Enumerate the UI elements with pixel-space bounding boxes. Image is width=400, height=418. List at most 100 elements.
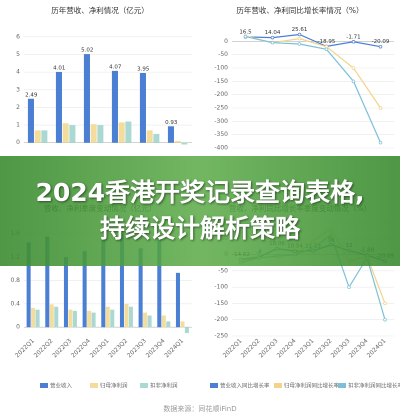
y-tick-label: 0	[224, 38, 228, 45]
point	[324, 47, 329, 52]
legend-swatch	[90, 383, 98, 388]
bar	[125, 121, 132, 143]
bar	[139, 73, 146, 143]
bar	[143, 312, 148, 328]
y-tick-label: -300	[214, 118, 228, 125]
bar	[63, 257, 68, 328]
bar	[181, 142, 188, 145]
point	[351, 66, 356, 70]
banner-line: 2024香港开奖记录查询表格,	[35, 178, 365, 207]
y-tick-label: 4	[16, 69, 20, 76]
y-tick-label: -50	[218, 51, 228, 58]
legend-swatch	[210, 383, 218, 388]
y-tick-label: 0	[16, 139, 20, 146]
legend-label: 扣非净利润	[150, 382, 178, 390]
data-label: -20.09	[372, 39, 390, 45]
point	[297, 32, 302, 37]
x-tick-label: 2023Q4	[145, 337, 167, 359]
y-tick-label: -150	[214, 300, 228, 307]
y-tick-label: -250	[214, 333, 228, 340]
bar	[119, 233, 124, 328]
bar	[69, 125, 76, 143]
bar	[161, 315, 166, 328]
data-label: -18.95	[318, 39, 336, 45]
bar	[138, 248, 143, 328]
y-tick-label: -200	[214, 316, 228, 323]
legend-label: 扣非净利润同比增长率	[348, 382, 400, 390]
data-label: -1.71	[346, 34, 360, 40]
point	[351, 40, 356, 44]
y-tick-label: 2	[16, 104, 20, 111]
bar	[90, 124, 97, 143]
bar	[83, 54, 90, 143]
bar	[49, 304, 54, 328]
bar	[26, 242, 31, 328]
legend-label: 归母净利润同比增长率	[284, 382, 340, 390]
bar	[167, 126, 174, 143]
bar	[128, 306, 133, 328]
y-tick-label: -100	[214, 65, 228, 72]
bar	[62, 123, 69, 143]
bar	[91, 312, 96, 328]
bar	[31, 307, 36, 328]
point	[243, 34, 248, 39]
x-tick-label: 2024Q1	[163, 337, 185, 359]
line	[245, 33, 381, 48]
data-label: 16.5	[239, 29, 252, 35]
data-label: 2.49	[25, 92, 38, 98]
bar	[35, 309, 40, 328]
bar	[72, 310, 77, 328]
bar	[82, 251, 87, 328]
bar	[110, 309, 115, 328]
data-label: 14.04	[265, 30, 281, 36]
x-tick-label: 2023Q2	[107, 337, 129, 359]
line	[245, 35, 382, 143]
legend-label: 归母净利润	[100, 382, 128, 390]
y-tick-label: -400	[214, 145, 228, 152]
x-tick-label: 2022Q4	[70, 337, 92, 359]
banner-line: 持续设计解析策略	[99, 214, 300, 243]
point	[378, 140, 383, 145]
y-tick-label: 0.4	[10, 300, 20, 307]
point	[270, 40, 275, 45]
y-tick-label: -100	[214, 284, 228, 291]
bar	[153, 133, 160, 143]
banner: 2024香港开奖记录查询表格, 持续设计解析策略	[0, 156, 400, 266]
y-tick-label: 6	[16, 33, 20, 40]
y-tick-label: -150	[214, 78, 228, 85]
x-tick-label: 2023Q1	[89, 337, 111, 359]
bar	[180, 321, 185, 328]
legend-swatch	[274, 383, 282, 388]
x-tick-label: 2022Q1	[14, 337, 36, 359]
bar	[27, 98, 34, 143]
y-tick-label: 0.8	[10, 277, 20, 284]
y-tick-label: 1	[16, 122, 20, 129]
point	[297, 36, 302, 41]
x-tick-label: 2022Q3	[51, 337, 73, 359]
bar	[118, 122, 125, 143]
bar	[54, 306, 59, 328]
point	[383, 301, 387, 306]
legend-label: 营业收入	[50, 382, 73, 390]
bar	[174, 140, 181, 143]
legend-swatch	[140, 383, 148, 388]
bar	[97, 125, 104, 143]
bar	[87, 310, 92, 328]
bar	[175, 272, 180, 328]
chart-title: 历年营收、净利情况（亿元）	[51, 5, 149, 15]
bar	[55, 71, 62, 143]
footer: 数据来源：同花顺iFinD	[163, 404, 236, 413]
point	[383, 317, 387, 322]
y-tick-label: -250	[214, 105, 228, 112]
x-tick-label: 2023Q3	[126, 337, 148, 359]
point	[270, 35, 275, 40]
y-tick-label: 0	[16, 324, 20, 331]
bar	[45, 236, 50, 328]
point	[351, 79, 356, 84]
bar	[101, 239, 106, 328]
chart-title: 历年营收、净利同比增长率情况（%）	[236, 5, 363, 15]
data-label: 4.01	[53, 65, 65, 71]
legend-swatch	[338, 383, 346, 388]
